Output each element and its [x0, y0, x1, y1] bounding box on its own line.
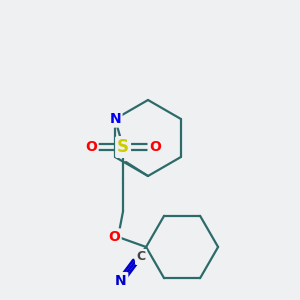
Text: O: O — [85, 140, 97, 154]
Text: O: O — [108, 230, 120, 244]
Text: C: C — [136, 250, 146, 263]
Text: N: N — [115, 274, 127, 288]
Text: N: N — [109, 112, 121, 126]
Text: S: S — [117, 138, 129, 156]
Text: O: O — [149, 140, 161, 154]
